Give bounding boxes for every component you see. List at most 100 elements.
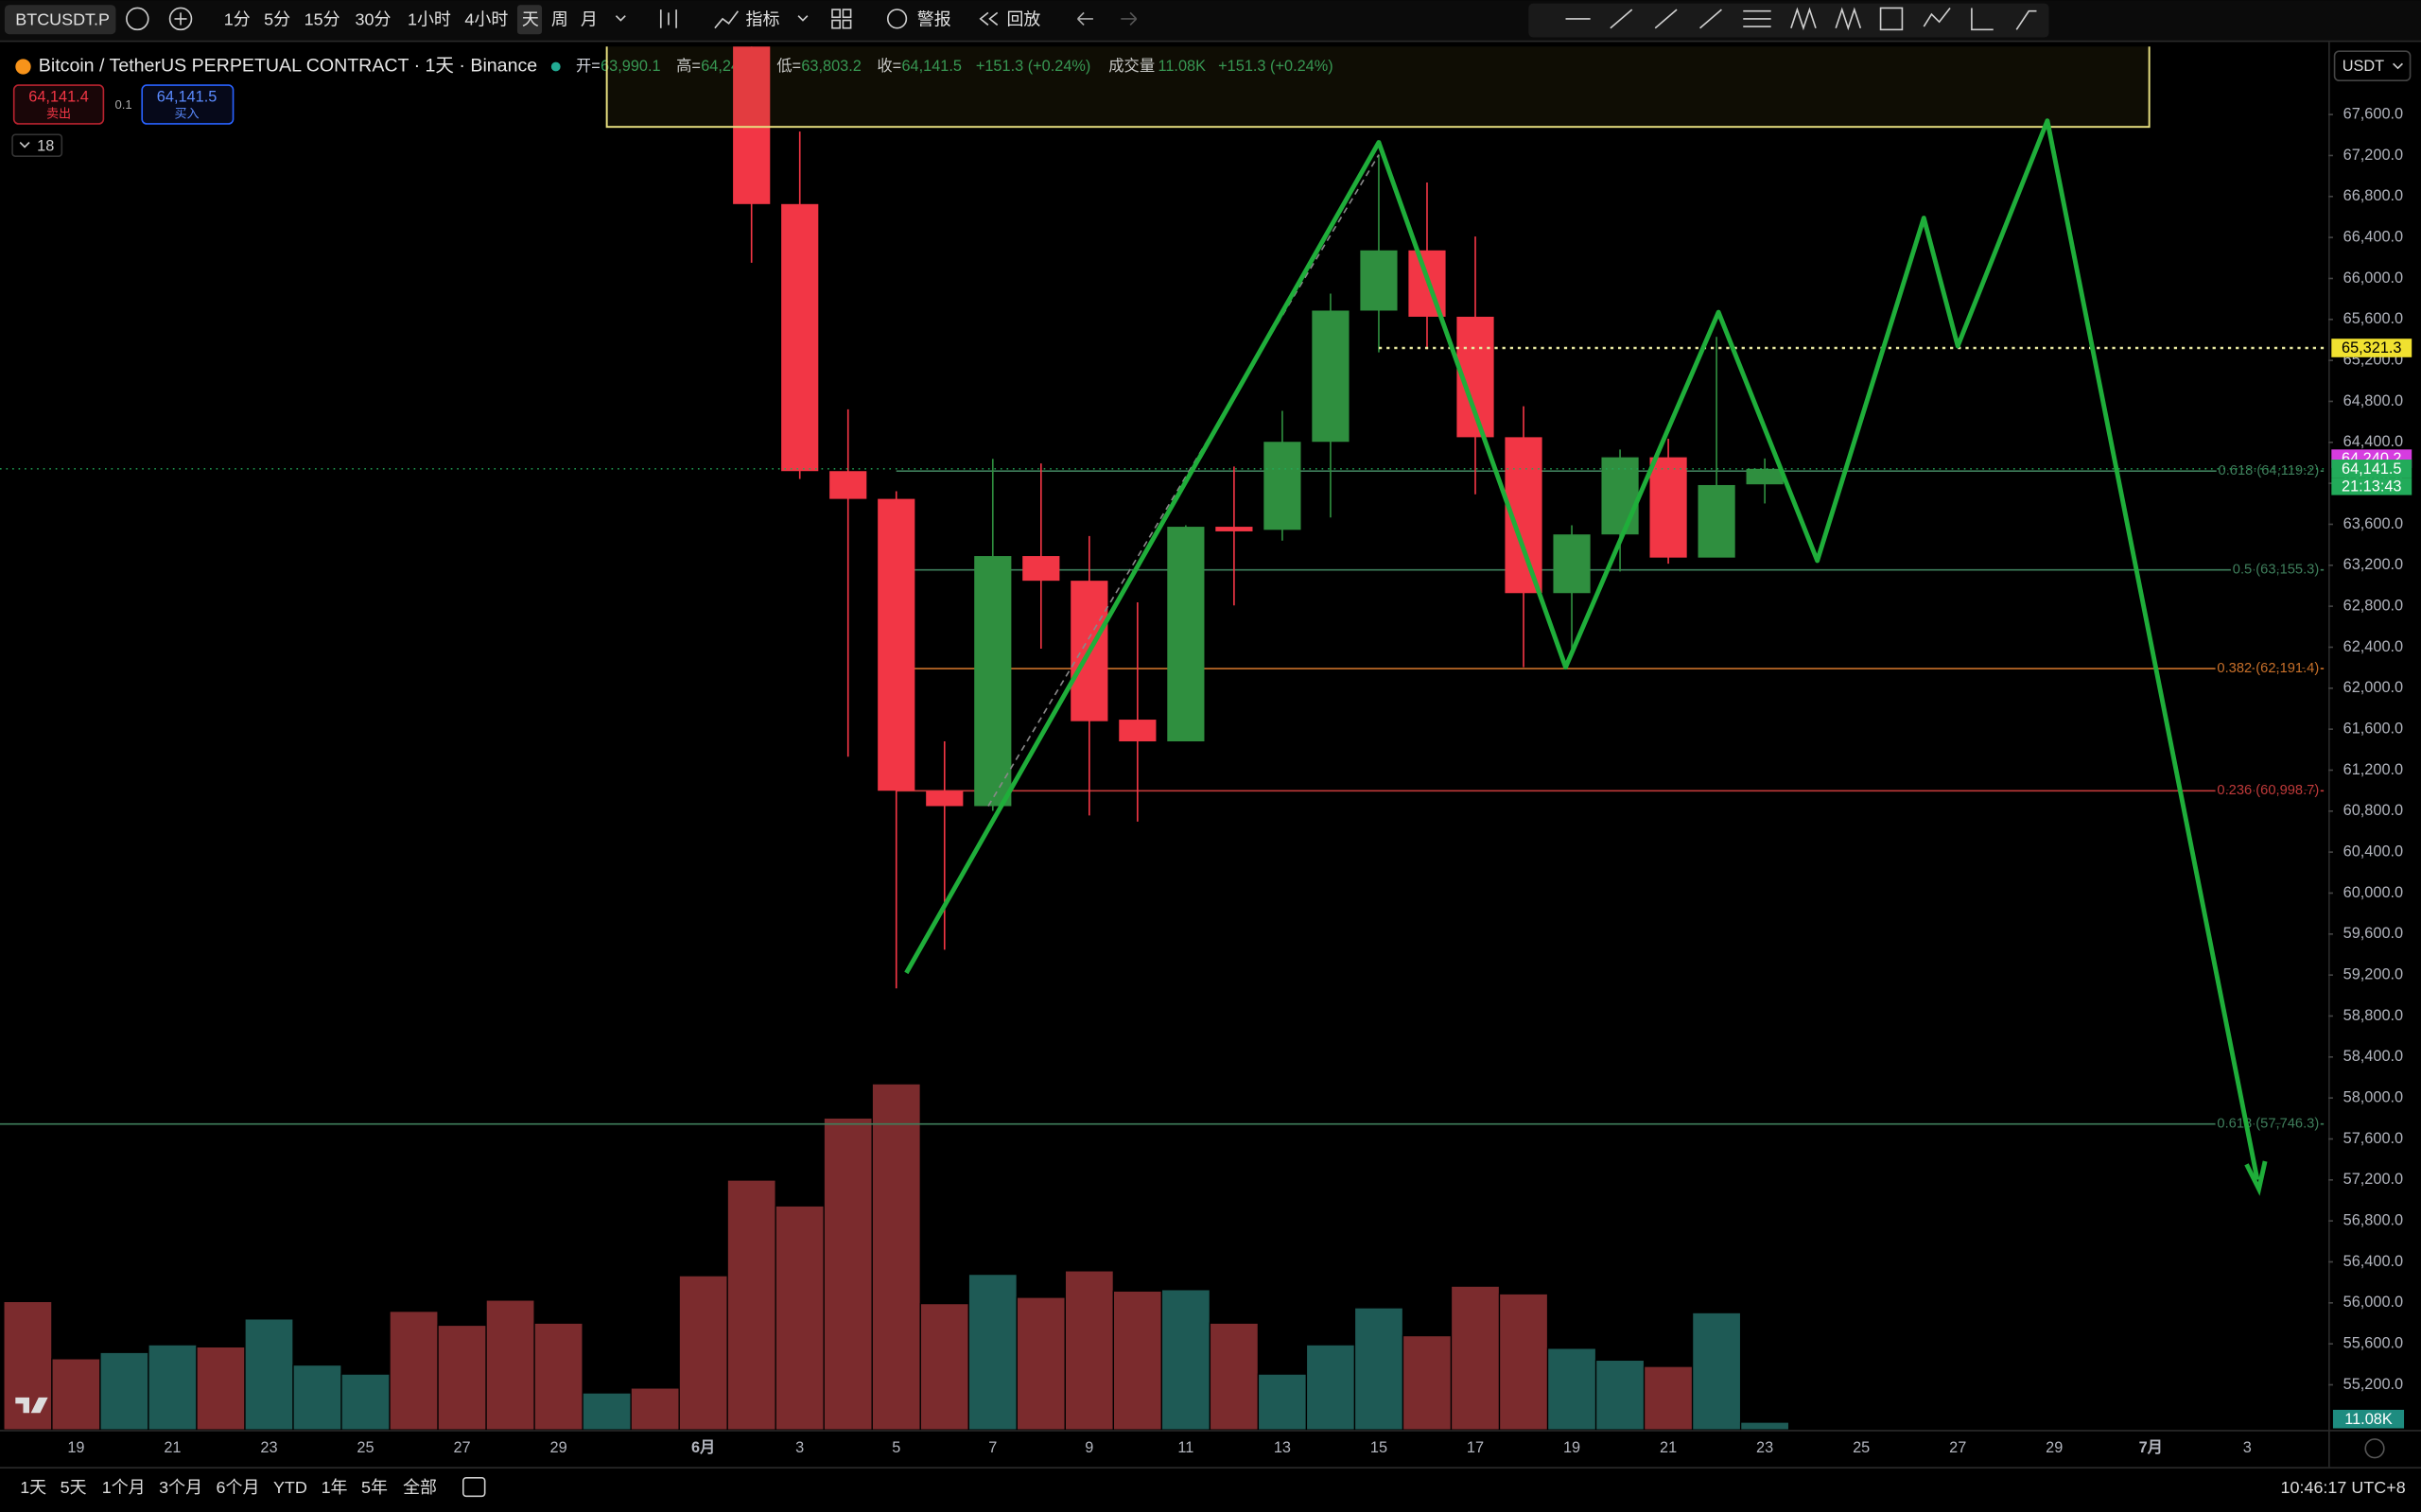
tool-extended[interactable] bbox=[1699, 9, 1722, 29]
tool-angle[interactable] bbox=[1971, 8, 1994, 31]
sell-button[interactable] bbox=[12, 84, 105, 125]
interval-button[interactable]: 4小时 bbox=[464, 9, 508, 28]
y-tick-label: 59,200.0 bbox=[2343, 965, 2404, 982]
sell-label[interactable]: 卖出 bbox=[46, 107, 71, 121]
range-button[interactable]: 全部 bbox=[403, 1478, 437, 1497]
candle-body bbox=[1263, 442, 1301, 530]
x-tick-label: 7月 bbox=[2139, 1439, 2163, 1456]
add-plus bbox=[174, 12, 187, 26]
ohlc-value: 63,990.1 bbox=[601, 58, 661, 75]
y-tick-label: 60,800.0 bbox=[2343, 802, 2404, 819]
tool-pattern2[interactable] bbox=[1835, 7, 1862, 31]
alert-icon[interactable] bbox=[886, 9, 908, 29]
candle-body bbox=[1119, 720, 1157, 742]
indicator-toggle[interactable] bbox=[11, 133, 63, 158]
buy-price[interactable]: 64,141.5 bbox=[157, 88, 217, 105]
buy-label[interactable]: 买入 bbox=[174, 107, 199, 121]
tool-brush[interactable] bbox=[2015, 9, 2037, 30]
indicator-icon[interactable] bbox=[714, 10, 740, 29]
interval-button[interactable]: 5分 bbox=[264, 9, 290, 28]
ohlc-value: 63,803.2 bbox=[801, 58, 862, 75]
x-tick-label: 25 bbox=[357, 1439, 374, 1456]
y-tick-label: 62,800.0 bbox=[2343, 597, 2404, 614]
dropdown-icon[interactable] bbox=[615, 15, 626, 22]
ohlc-value: 64,141.5 bbox=[901, 58, 962, 75]
candle-body bbox=[1167, 527, 1205, 742]
tool-ray[interactable] bbox=[1610, 9, 1633, 29]
price-tag-label: 65,321.3 bbox=[2342, 339, 2402, 356]
y-tick-label: 58,800.0 bbox=[2343, 1007, 2404, 1024]
ohlc-key: 开= bbox=[576, 58, 601, 75]
status-dot bbox=[550, 61, 561, 72]
tool-rect[interactable] bbox=[1879, 7, 1904, 31]
layout-icon[interactable] bbox=[842, 19, 852, 29]
layout-icon[interactable] bbox=[842, 9, 852, 19]
tool-path[interactable] bbox=[1923, 7, 1951, 27]
y-tick-label: 66,000.0 bbox=[2343, 269, 2404, 287]
volume-bar bbox=[1594, 1359, 1646, 1431]
interval-button[interactable]: 天 bbox=[522, 9, 539, 28]
volume-bar bbox=[1016, 1296, 1066, 1431]
y-tick-label: 62,400.0 bbox=[2343, 638, 2404, 655]
replay-button[interactable]: 回放 bbox=[1006, 9, 1040, 28]
alert-button[interactable]: 警报 bbox=[917, 9, 951, 28]
interval-button[interactable]: 1小时 bbox=[408, 9, 451, 28]
chart-type-icon[interactable] bbox=[659, 9, 677, 28]
volume-bar bbox=[1353, 1307, 1404, 1431]
range-button[interactable]: 5年 bbox=[361, 1478, 388, 1497]
price-tag-label: 64,141.5 bbox=[2342, 461, 2402, 478]
interval-button[interactable]: 30分 bbox=[356, 9, 392, 28]
layout-icon[interactable] bbox=[831, 19, 841, 29]
add-icon[interactable] bbox=[168, 7, 193, 31]
candle-body bbox=[1601, 457, 1639, 535]
auto-scale[interactable] bbox=[2364, 1438, 2385, 1459]
redo-icon[interactable] bbox=[1121, 11, 1138, 26]
buy-button[interactable] bbox=[141, 84, 235, 125]
indicators-button[interactable]: 指标 bbox=[746, 9, 780, 28]
y-tick-label: 58,400.0 bbox=[2343, 1048, 2404, 1065]
y-tick-label: 55,200.0 bbox=[2343, 1376, 2404, 1393]
tv-logo bbox=[15, 1397, 48, 1414]
volume-bar bbox=[196, 1346, 246, 1431]
fib-label: 0.618 (64,119.2) bbox=[2219, 463, 2320, 478]
interval-button[interactable]: 1分 bbox=[224, 9, 251, 28]
tool-pattern[interactable] bbox=[1790, 7, 1817, 31]
currency[interactable]: USDT bbox=[2343, 58, 2384, 75]
currency-box[interactable] bbox=[2333, 50, 2412, 82]
indicator-count[interactable]: 18 bbox=[37, 138, 54, 155]
countdown-bg bbox=[2331, 478, 2412, 495]
countdown: 21:13:43 bbox=[2342, 478, 2402, 495]
range-button[interactable]: 1个月 bbox=[102, 1478, 146, 1497]
fib-label: 0.236 (60,998.7) bbox=[2217, 783, 2319, 798]
y-tick-label: 63,200.0 bbox=[2343, 556, 2404, 573]
range-button[interactable]: 1天 bbox=[20, 1478, 46, 1497]
symbol-box[interactable] bbox=[4, 5, 116, 35]
volume-bar bbox=[485, 1299, 535, 1431]
interval-button[interactable]: 月 bbox=[581, 9, 598, 28]
tool-fib[interactable] bbox=[1743, 9, 1771, 27]
fav-icon[interactable] bbox=[126, 7, 149, 31]
interval-button[interactable]: 15分 bbox=[305, 9, 340, 28]
sell-price[interactable]: 64,141.4 bbox=[28, 88, 88, 105]
dropdown-icon[interactable] bbox=[797, 15, 809, 22]
range-button[interactable]: 6个月 bbox=[217, 1478, 260, 1497]
drawing-toolbar bbox=[1528, 3, 2049, 38]
undo-icon[interactable] bbox=[1077, 11, 1093, 26]
candle-body bbox=[1553, 534, 1591, 594]
interval-button[interactable]: 周 bbox=[551, 9, 568, 28]
price-tag bbox=[2331, 339, 2412, 357]
volume-bar bbox=[51, 1358, 101, 1431]
symbol[interactable]: BTCUSDT.P bbox=[15, 9, 110, 28]
range-button[interactable]: 1年 bbox=[322, 1478, 348, 1497]
range-button[interactable]: YTD bbox=[273, 1478, 307, 1497]
x-tick-label: 21 bbox=[1660, 1439, 1677, 1456]
range-button[interactable]: 5天 bbox=[61, 1478, 87, 1497]
y-tick-label: 63,600.0 bbox=[2343, 515, 2404, 532]
layout-icon[interactable] bbox=[831, 9, 841, 19]
date-range-icon[interactable] bbox=[462, 1476, 486, 1498]
tool-trend[interactable] bbox=[1654, 9, 1678, 29]
volume-bar bbox=[1450, 1285, 1501, 1431]
range-button[interactable]: 3个月 bbox=[159, 1478, 202, 1497]
fib-label: 0.382 (62,191.4) bbox=[2217, 661, 2319, 676]
replay-icon[interactable] bbox=[979, 11, 999, 26]
